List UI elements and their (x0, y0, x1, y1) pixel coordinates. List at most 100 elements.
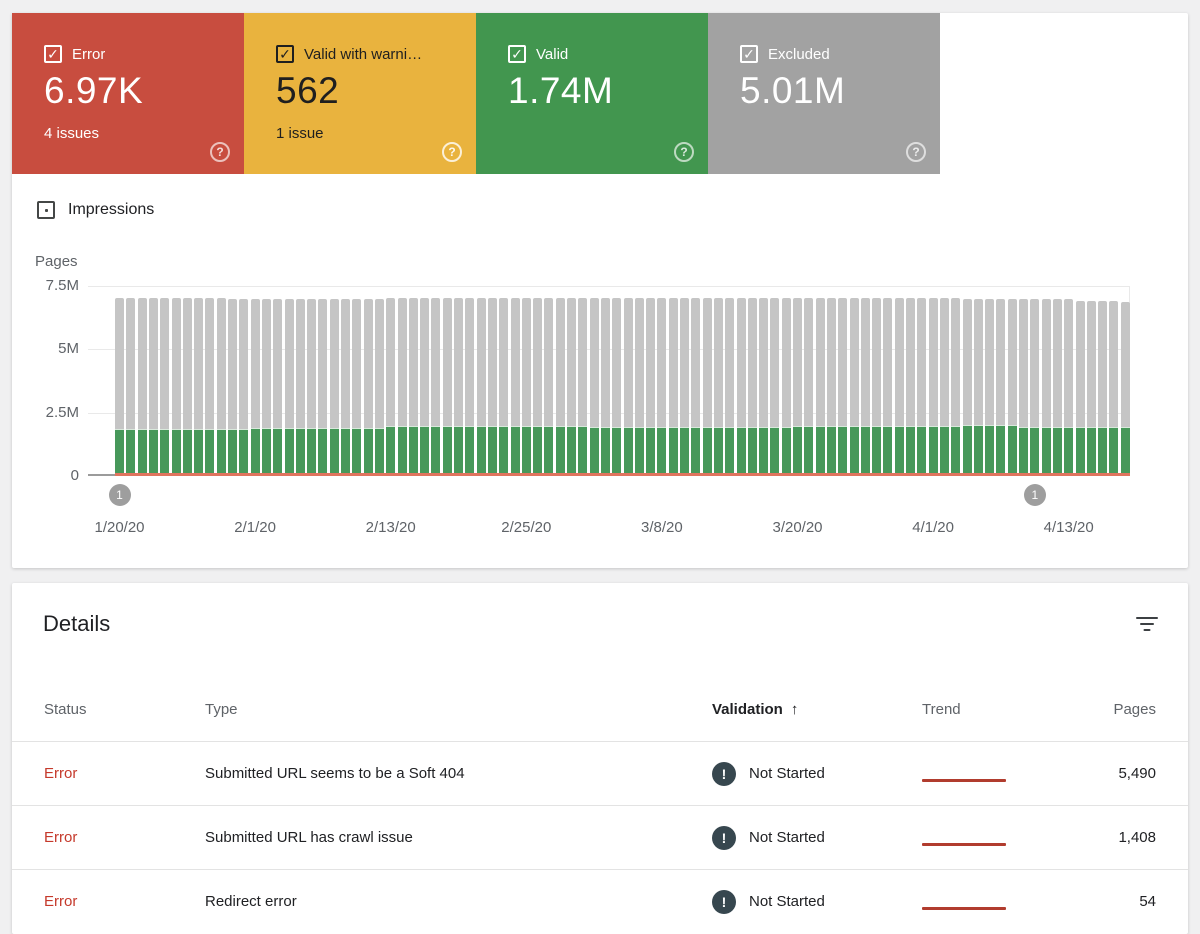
validation-status: Not Started (749, 765, 825, 782)
x-axis-label: 2/25/20 (501, 519, 551, 536)
chart-bar (850, 298, 859, 474)
chart-bar-valid-segment (228, 429, 237, 474)
status-cell: Error (44, 829, 205, 846)
chart-bar (262, 299, 271, 474)
chart-bar-valid-segment (861, 426, 870, 474)
chart-bar (601, 298, 610, 474)
excluded-count: 5.01M (740, 69, 845, 113)
chart-bar-valid-segment (420, 426, 429, 474)
chart-bar-valid-segment (883, 426, 892, 474)
column-header-validation[interactable]: Validation ↑ (712, 701, 922, 718)
chart-bar (929, 298, 938, 474)
chart-bar-valid-segment (793, 426, 802, 474)
help-icon[interactable]: ? (906, 142, 926, 162)
chart-bar (194, 298, 203, 474)
impressions-toggle[interactable]: Impressions (37, 201, 154, 219)
chart-bar (657, 298, 666, 474)
table-row[interactable]: Error Submitted URL has crawl issue ! No… (12, 805, 1188, 869)
x-axis-label: 1/20/20 (94, 519, 144, 536)
x-axis-label: 2/1/20 (234, 519, 276, 536)
help-icon[interactable]: ? (442, 142, 462, 162)
trend-cell (922, 836, 1106, 839)
chart-bar (217, 298, 226, 474)
chart-bar-valid-segment (1076, 427, 1085, 474)
y-axis-tick: 2.5M (24, 404, 79, 422)
filter-list-icon[interactable] (1136, 617, 1158, 633)
column-header-pages[interactable]: Pages (1106, 701, 1156, 718)
column-header-validation-label: Validation (712, 701, 783, 718)
chart-bar (951, 298, 960, 474)
chart-bar (1076, 301, 1085, 474)
impressions-label: Impressions (68, 201, 154, 219)
table-row[interactable]: Error Submitted URL seems to be a Soft 4… (12, 741, 1188, 805)
exclamation-icon: ! (712, 762, 736, 786)
chart-bar (465, 298, 474, 474)
chart-bar-valid-segment (714, 427, 723, 474)
chart-bar (680, 298, 689, 474)
pages-cell: 1,408 (1106, 829, 1156, 846)
gridline (88, 286, 1129, 287)
chart-bar (1030, 299, 1039, 474)
chart-bar (160, 298, 169, 474)
chart-bar-valid-segment (612, 427, 621, 474)
chart-bar-valid-segment (296, 428, 305, 474)
valid-card[interactable]: ✓ Valid 1.74M ? (476, 13, 708, 174)
chart-bar-valid-segment (1098, 427, 1107, 474)
chart-bar (533, 298, 542, 474)
chart-bar-valid-segment (996, 425, 1005, 474)
chart-bar-valid-segment (409, 426, 418, 474)
chart-bar (522, 298, 531, 474)
chart-bar (239, 299, 248, 474)
chart-bar-valid-segment (940, 426, 949, 474)
excluded-card[interactable]: ✓ Excluded 5.01M ? (708, 13, 940, 174)
chart-annotation-marker[interactable]: 1 (1024, 484, 1046, 506)
valid-with-warnings-checkbox[interactable]: ✓ (276, 45, 294, 63)
chart-bar-valid-segment (273, 428, 282, 474)
chart-bar (748, 298, 757, 474)
chart-bar (115, 298, 124, 474)
chart-bar (307, 299, 316, 474)
chart-bar-valid-segment (770, 427, 779, 474)
chart-bar-valid-segment (251, 428, 260, 474)
chart-bar (420, 298, 429, 474)
chart-bar-valid-segment (895, 426, 904, 474)
validation-cell: ! Not Started (712, 826, 922, 850)
chart-bar (1053, 299, 1062, 474)
table-row[interactable]: Error Redirect error ! Not Started 54 (12, 869, 1188, 933)
chart-bar (273, 299, 282, 474)
chart-bar-valid-segment (533, 426, 542, 474)
validation-cell: ! Not Started (712, 762, 922, 786)
valid-count: 1.74M (508, 69, 613, 113)
column-header-status[interactable]: Status (44, 701, 205, 718)
pages-cell: 5,490 (1106, 765, 1156, 782)
chart-bar-valid-segment (341, 428, 350, 474)
chart-bar (974, 299, 983, 474)
chart-bar-valid-segment (703, 427, 712, 474)
valid-checkbox[interactable]: ✓ (508, 45, 526, 63)
chart-bar (737, 298, 746, 474)
column-header-type[interactable]: Type (205, 701, 712, 718)
help-icon[interactable]: ? (674, 142, 694, 162)
excluded-checkbox[interactable]: ✓ (740, 45, 758, 63)
chart-annotation-marker[interactable]: 1 (109, 484, 131, 506)
column-header-trend[interactable]: Trend (922, 701, 1106, 718)
chart-bar (1008, 299, 1017, 474)
chart-bar (352, 299, 361, 474)
error-checkbox[interactable]: ✓ (44, 45, 62, 63)
valid-with-warnings-card[interactable]: ✓ Valid with warni… 562 1 issue ? (244, 13, 476, 174)
chart-bar-valid-segment (364, 428, 373, 474)
validation-cell: ! Not Started (712, 890, 922, 914)
chart-bar-valid-segment (804, 426, 813, 474)
chart-bar (1064, 299, 1073, 474)
chart-bar-valid-segment (917, 426, 926, 474)
error-card[interactable]: ✓ Error 6.97K 4 issues ? (12, 13, 244, 174)
chart-bar-valid-segment (985, 425, 994, 474)
chart-bar-valid-segment (872, 426, 881, 474)
help-icon[interactable]: ? (210, 142, 230, 162)
impressions-checkbox[interactable] (37, 201, 55, 219)
x-axis-label: 3/8/20 (641, 519, 683, 536)
x-axis-label: 2/13/20 (366, 519, 416, 536)
chart-bar-valid-segment (737, 427, 746, 474)
chart-bar-valid-segment (149, 429, 158, 474)
chart-bar (669, 298, 678, 474)
